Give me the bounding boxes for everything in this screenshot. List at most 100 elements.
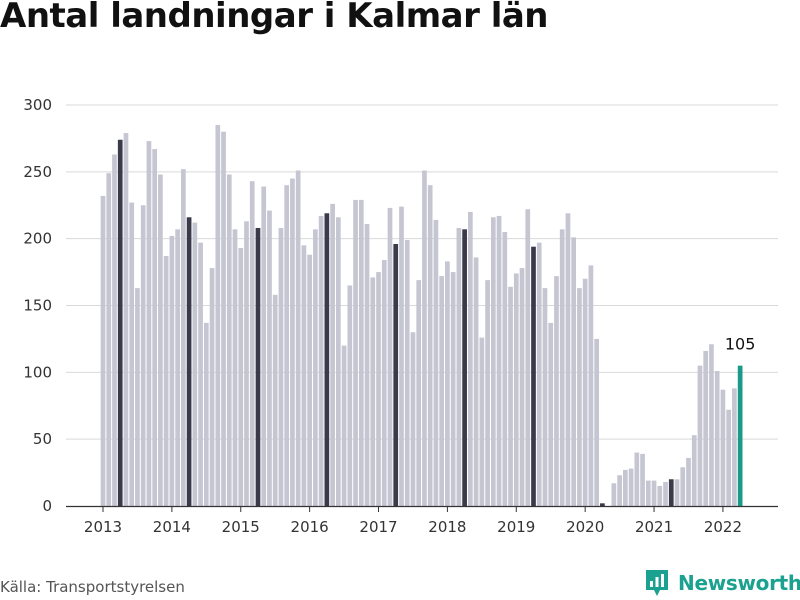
bar-2021-09: [697, 365, 703, 506]
bar-2017-11: [433, 219, 439, 506]
x-tick-label: 2019: [497, 518, 535, 536]
bar-2016-06: [335, 217, 341, 506]
bar-2015-06: [267, 210, 272, 506]
bar-2016-09: [353, 199, 358, 506]
bar-2020-01: [582, 278, 588, 506]
bar-2019-11: [571, 237, 577, 506]
bar-2021-10: [703, 350, 709, 506]
bar-2017-06: [404, 240, 410, 506]
bar-2022-03: [732, 388, 737, 506]
bar-2015-09: [284, 185, 290, 506]
bar-2014-09: [215, 125, 221, 507]
bar-2018-03: [456, 227, 462, 506]
bar-2021-05: [674, 479, 680, 506]
bar-2018-10: [496, 215, 502, 506]
y-tick-label: 150: [23, 297, 52, 315]
bar-2017-03: [387, 207, 393, 507]
bar-2016-02: [313, 229, 318, 506]
bar-2013-09: [146, 141, 152, 506]
bar-2021-12: [714, 371, 720, 506]
bar-2020-09: [628, 468, 634, 506]
bar-2015-11: [295, 170, 301, 506]
bar-2020-06: [611, 483, 617, 506]
latest-value-label: 105: [725, 335, 756, 354]
bar-2018-04: [462, 229, 467, 506]
bar-2016-10: [358, 199, 364, 506]
bar-2019-04: [531, 246, 536, 506]
bar-2014-11: [226, 174, 232, 506]
bar-2013-11: [158, 174, 163, 506]
bar-2019-01: [513, 273, 519, 506]
bar-2017-01: [376, 272, 381, 506]
bar-2017-08: [416, 280, 422, 506]
y-tick-label: 200: [23, 230, 52, 248]
bar-2015-08: [278, 227, 284, 506]
bar-2021-02: [657, 485, 663, 506]
data-labels: 105: [725, 335, 756, 354]
bar-2019-07: [548, 322, 554, 506]
bar-2017-04: [393, 244, 399, 506]
bar-2017-12: [439, 276, 445, 506]
bar-2013-04: [117, 139, 123, 506]
x-tick-label: 2020: [566, 518, 604, 536]
x-tick-label: 2014: [153, 518, 191, 536]
y-tick-label: 250: [23, 163, 52, 181]
bars: [100, 125, 743, 507]
bar-2022-02: [726, 409, 732, 506]
bar-2019-08: [554, 276, 559, 506]
bar-2020-08: [622, 469, 628, 506]
bar-2016-03: [318, 215, 324, 506]
bar-2015-12: [301, 245, 307, 506]
bar-2015-02: [244, 221, 249, 507]
bar-2015-01: [238, 248, 244, 506]
bar-2020-12: [645, 480, 651, 506]
bar-2017-05: [399, 206, 404, 506]
bar-2014-03: [181, 169, 186, 506]
x-tick-label: 2016: [291, 518, 329, 536]
x-axis: 2013 2014 2015 2016 2017 2018 2019 2020 2021 2022: [66, 505, 778, 536]
bar-2014-08: [209, 268, 215, 506]
chart-title: Antal landningar i Kalmar län: [0, 0, 549, 36]
bar-2014-02: [175, 229, 180, 506]
bar-2020-07: [617, 475, 622, 506]
bar-2016-12: [370, 277, 376, 506]
brand-name: Newsworthy: [678, 571, 800, 595]
y-axis: 0 50 100 150 200 250 300: [23, 96, 52, 515]
bar-2013-03: [112, 154, 117, 506]
bar-2017-02: [381, 260, 387, 506]
bar-2018-07: [479, 337, 485, 506]
bar-2018-09: [490, 217, 496, 506]
x-tick-label: 2013: [84, 518, 122, 536]
y-tick-label: 100: [23, 363, 52, 381]
bar-2018-12: [508, 286, 513, 506]
bar-2019-09: [559, 229, 565, 506]
x-tick-label: 2021: [635, 518, 673, 536]
bar-2014-05: [192, 222, 198, 506]
bar-2013-08: [140, 205, 146, 506]
bar-2020-03: [594, 338, 599, 506]
x-tick-label: 2017: [359, 518, 397, 536]
bar-2015-04: [255, 227, 261, 506]
bar-2018-02: [450, 272, 456, 506]
bar-2018-06: [473, 257, 479, 506]
bar-2018-11: [502, 231, 508, 507]
bar-2020-11: [640, 453, 645, 506]
bar-2018-08: [485, 280, 490, 506]
bar-2016-07: [341, 345, 347, 506]
bar-2016-05: [330, 203, 335, 506]
bar-2017-09: [422, 170, 427, 506]
bar-2021-04: [668, 479, 674, 506]
newsworthy-logo-icon: [646, 570, 668, 596]
bar-2021-01: [651, 480, 657, 506]
y-tick-label: 300: [23, 96, 52, 114]
bar-2016-08: [347, 285, 353, 506]
bar-2014-12: [232, 229, 238, 506]
bar-2021-07: [686, 457, 691, 506]
bar-2018-01: [445, 261, 450, 506]
y-tick-label: 50: [33, 430, 52, 448]
bar-2013-12: [163, 256, 169, 506]
bar-2013-01: [100, 195, 106, 506]
bar-2019-05: [536, 242, 542, 506]
bar-2013-06: [129, 202, 135, 506]
